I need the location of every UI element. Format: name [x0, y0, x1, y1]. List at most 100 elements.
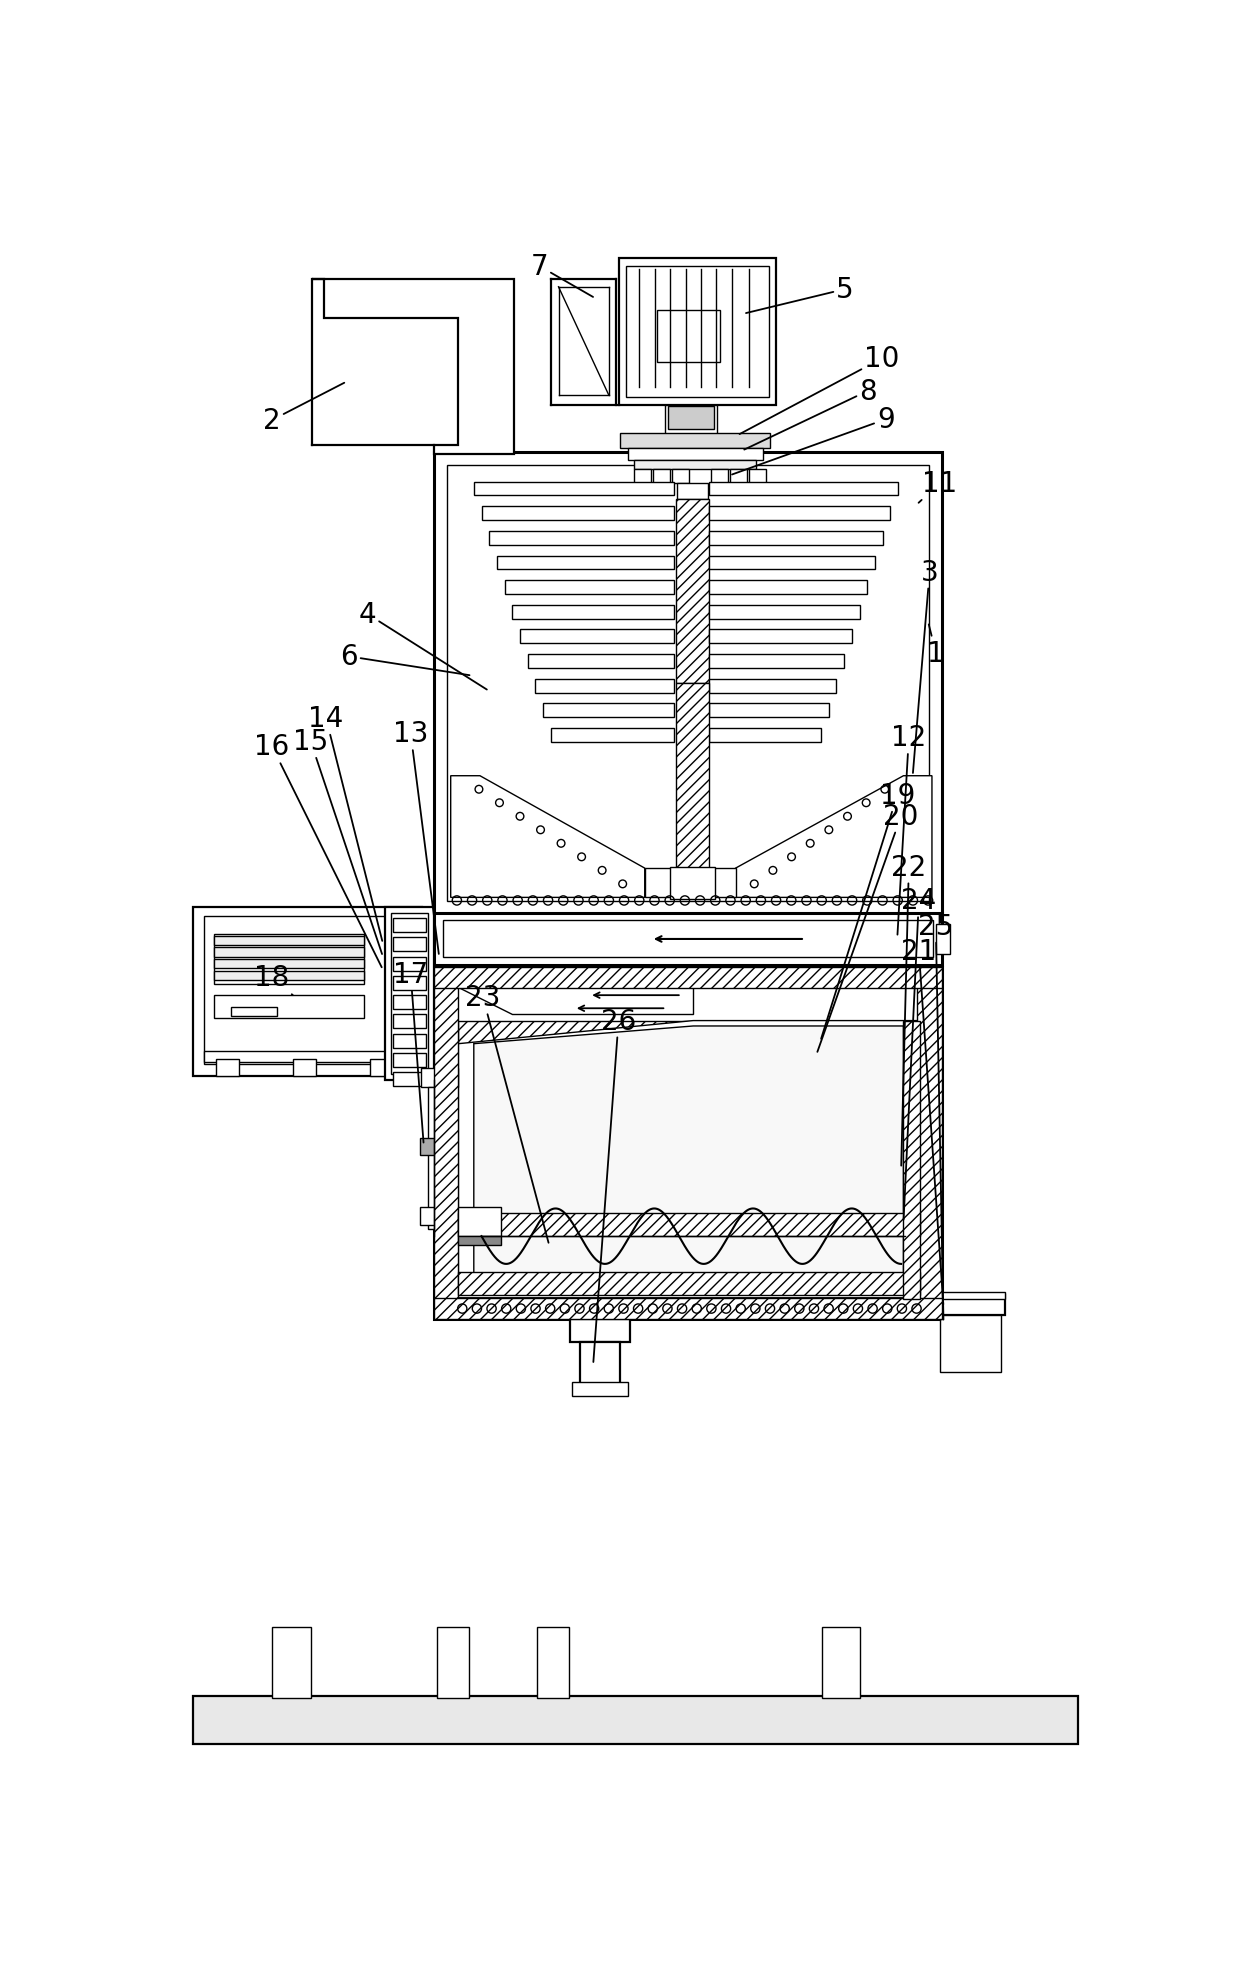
Bar: [711, 469, 728, 483]
Bar: [459, 1208, 501, 1238]
Bar: [497, 556, 675, 570]
Text: 7: 7: [531, 253, 593, 297]
Bar: [393, 1016, 427, 1030]
Text: 16: 16: [254, 733, 382, 968]
Bar: [619, 259, 776, 406]
Bar: [709, 679, 837, 693]
Bar: [620, 434, 770, 449]
Bar: [393, 1053, 427, 1067]
Polygon shape: [312, 279, 513, 455]
Bar: [393, 976, 427, 990]
Bar: [434, 913, 942, 966]
Bar: [490, 531, 675, 544]
Bar: [192, 907, 422, 1077]
Text: 13: 13: [393, 721, 439, 954]
Text: 2: 2: [263, 384, 345, 436]
Bar: [645, 869, 735, 897]
Text: 11: 11: [919, 469, 957, 503]
Text: 26: 26: [594, 1008, 636, 1362]
Bar: [580, 1342, 620, 1388]
Bar: [634, 461, 755, 469]
Bar: [393, 996, 427, 1010]
Bar: [434, 1299, 942, 1321]
Bar: [709, 531, 883, 544]
Text: 18: 18: [254, 964, 293, 996]
Bar: [543, 705, 675, 719]
Bar: [434, 966, 942, 1321]
Text: 19: 19: [821, 782, 915, 1040]
Bar: [537, 1628, 569, 1699]
Polygon shape: [459, 1022, 920, 1299]
Bar: [904, 1022, 920, 1299]
Text: 6: 6: [340, 644, 470, 675]
Bar: [393, 1034, 427, 1047]
Bar: [730, 469, 748, 483]
Text: 20: 20: [817, 802, 919, 1051]
Bar: [627, 449, 763, 461]
Polygon shape: [735, 776, 932, 897]
Bar: [709, 630, 852, 644]
Bar: [386, 907, 434, 1081]
Bar: [370, 1059, 393, 1077]
Bar: [653, 469, 670, 483]
Bar: [213, 970, 363, 980]
Bar: [422, 1069, 459, 1087]
Bar: [626, 267, 769, 398]
Bar: [749, 469, 766, 483]
Bar: [205, 1051, 410, 1063]
Text: 12: 12: [892, 725, 926, 935]
Bar: [936, 925, 950, 954]
Bar: [709, 556, 875, 570]
Text: 1: 1: [928, 626, 945, 667]
Bar: [918, 966, 942, 1321]
Bar: [393, 956, 427, 970]
Bar: [668, 408, 714, 430]
Bar: [709, 729, 821, 742]
Text: 15: 15: [293, 729, 382, 954]
Bar: [392, 913, 428, 1075]
Polygon shape: [450, 776, 645, 897]
Bar: [677, 483, 708, 499]
Bar: [434, 453, 942, 915]
Bar: [936, 1295, 1006, 1315]
Bar: [940, 1315, 1001, 1372]
Bar: [676, 683, 709, 869]
Bar: [709, 705, 828, 719]
Bar: [459, 1022, 934, 1043]
Polygon shape: [459, 988, 693, 1016]
Bar: [634, 469, 651, 483]
Bar: [213, 960, 363, 968]
Bar: [213, 996, 363, 1020]
Text: 23: 23: [465, 984, 548, 1243]
Text: 10: 10: [739, 345, 899, 436]
Bar: [213, 948, 363, 956]
Bar: [393, 919, 427, 933]
Text: 8: 8: [744, 378, 877, 449]
Bar: [709, 483, 898, 497]
Bar: [936, 1293, 1006, 1299]
Bar: [434, 966, 942, 988]
Text: 24: 24: [901, 887, 936, 1220]
Bar: [528, 655, 675, 669]
Bar: [709, 507, 890, 521]
Polygon shape: [474, 1026, 904, 1283]
Bar: [213, 935, 363, 984]
Bar: [293, 1059, 316, 1077]
Bar: [216, 1059, 239, 1077]
Bar: [446, 465, 929, 901]
Bar: [505, 580, 675, 594]
Bar: [420, 1208, 456, 1226]
Bar: [822, 1628, 861, 1699]
Bar: [573, 1382, 627, 1396]
Bar: [520, 630, 675, 644]
Text: 21: 21: [901, 939, 944, 1305]
Text: 4: 4: [358, 600, 487, 691]
Bar: [443, 921, 932, 958]
Bar: [512, 606, 675, 620]
Bar: [676, 499, 709, 683]
Bar: [420, 1138, 443, 1154]
Bar: [434, 966, 459, 1321]
Bar: [393, 1073, 427, 1087]
Bar: [436, 1628, 469, 1699]
Bar: [205, 917, 410, 1063]
